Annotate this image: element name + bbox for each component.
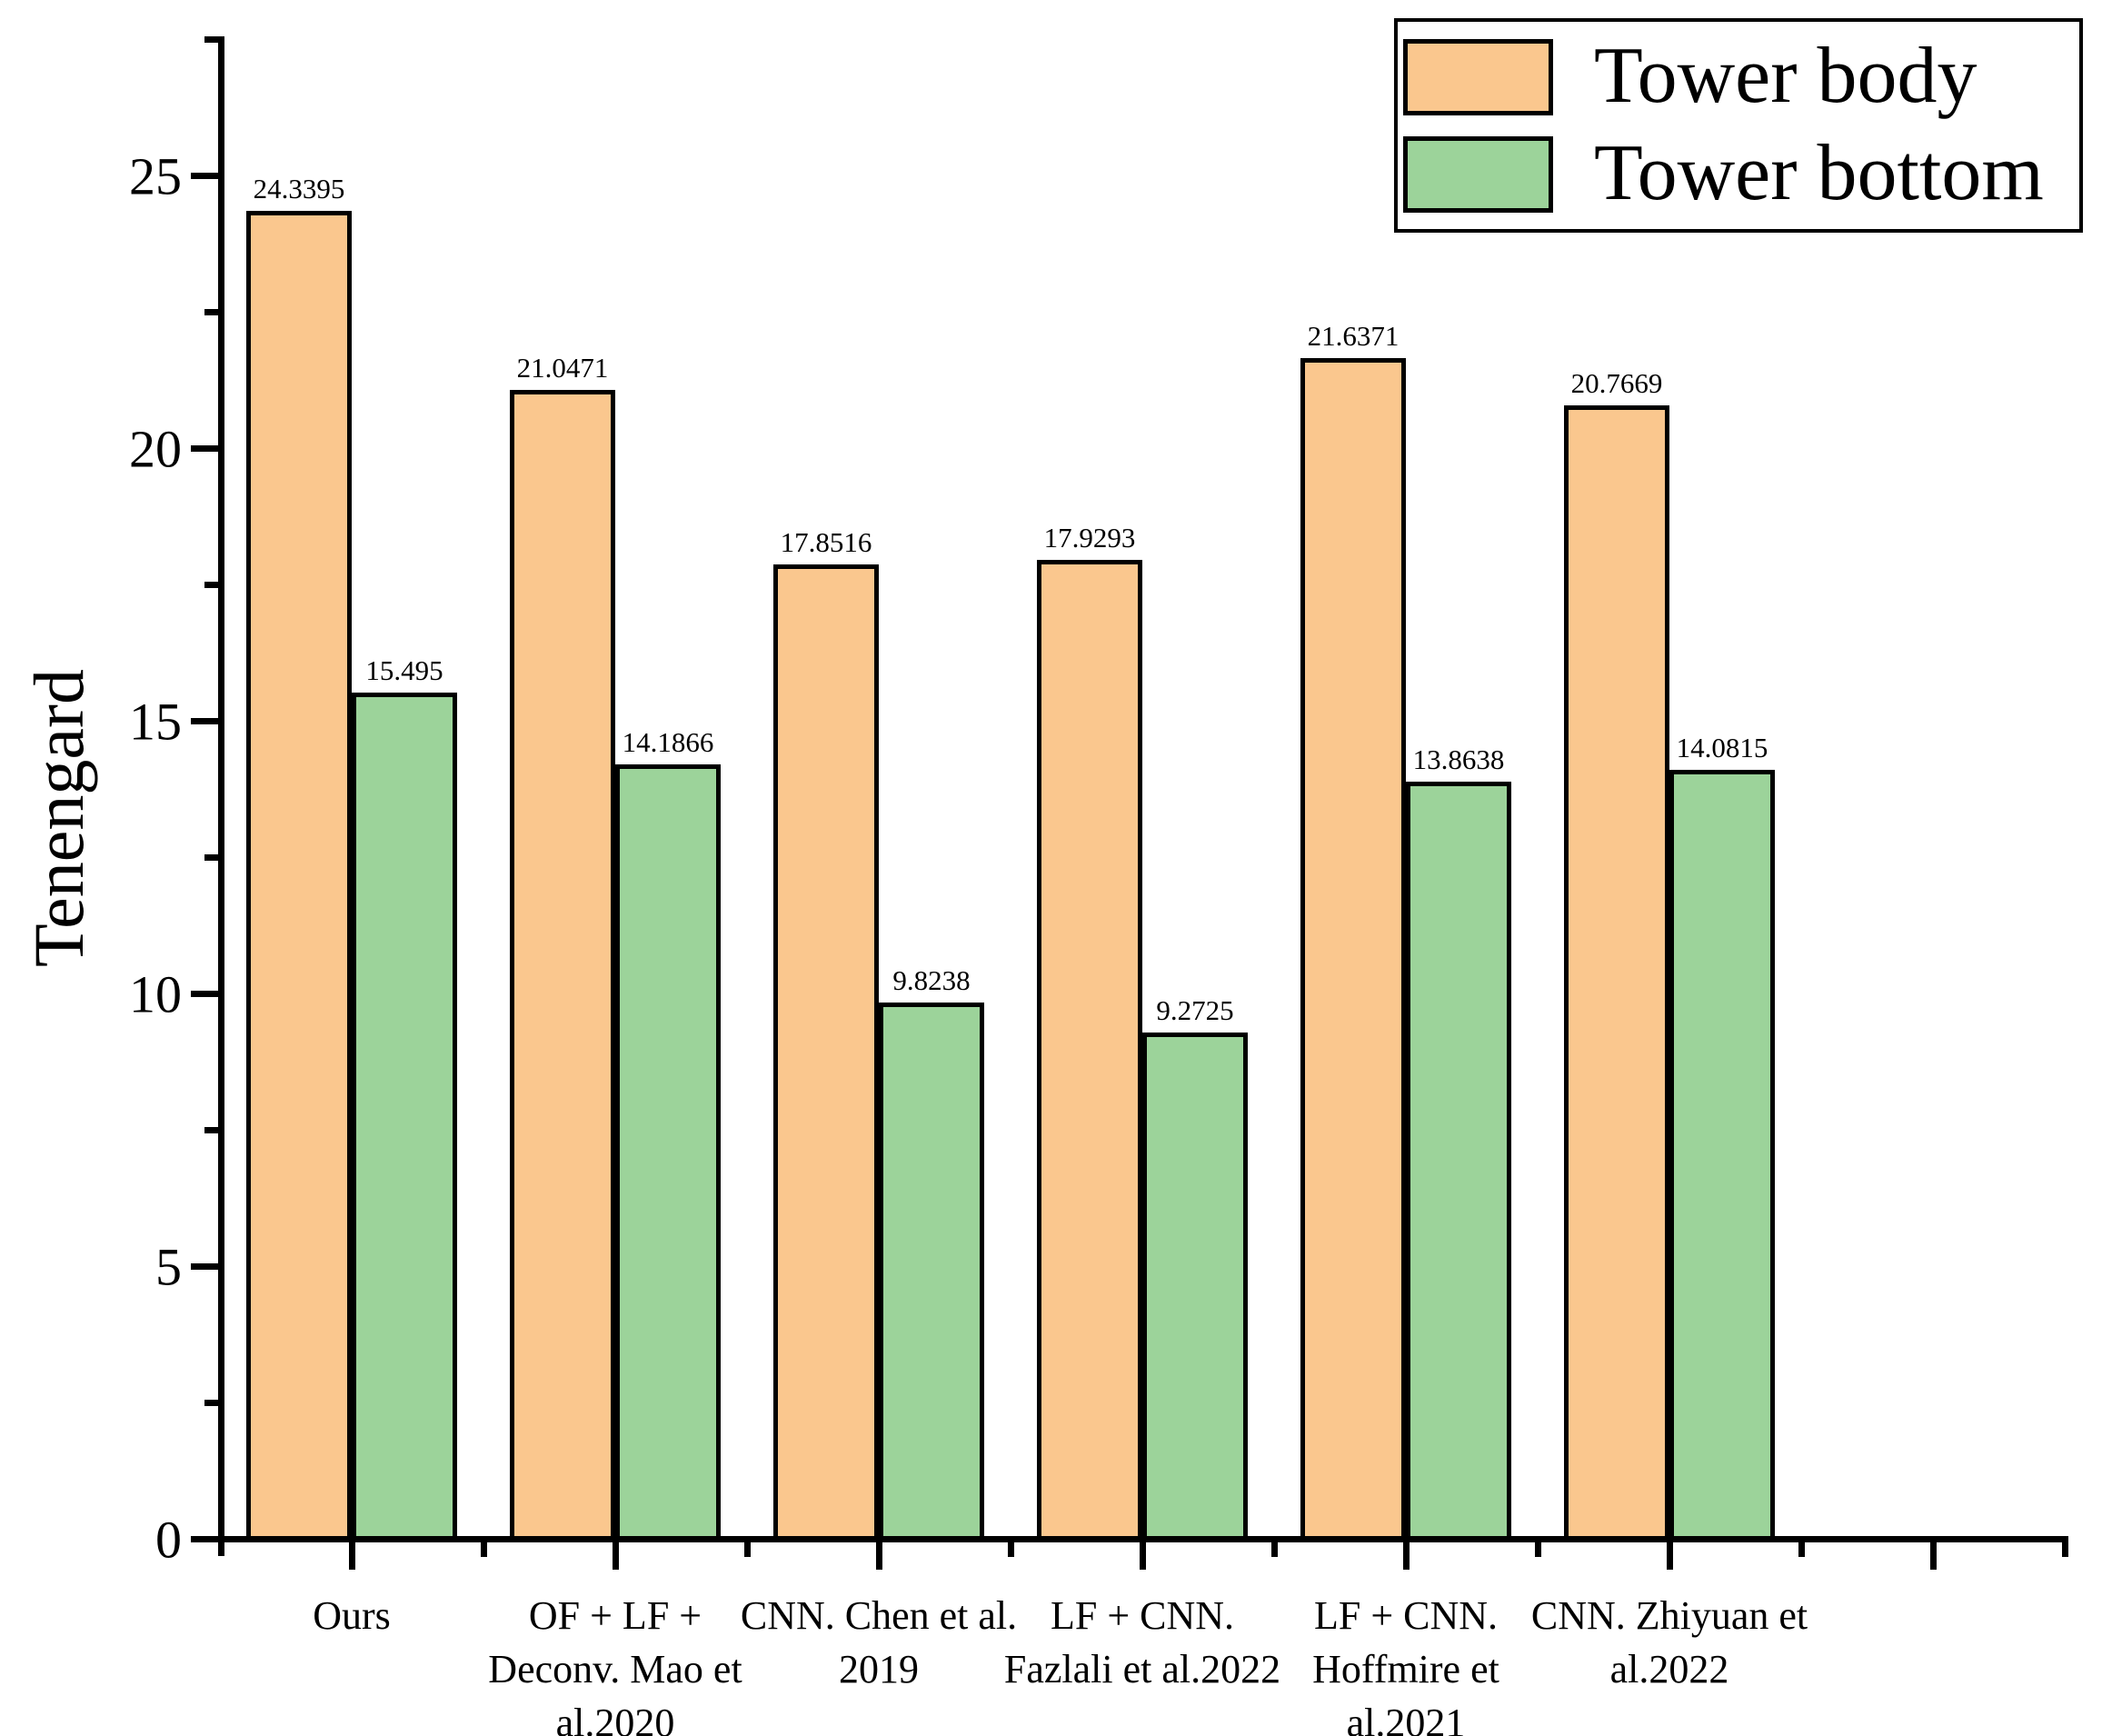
bar-tower-bottom: [1406, 782, 1511, 1541]
x-category-label-line: Deconv. Mao et: [488, 1647, 742, 1691]
bar-tower-bottom: [1669, 770, 1775, 1541]
x-major-tick: [1929, 1542, 1937, 1570]
bar-tower-body: [773, 564, 879, 1541]
y-major-tick: [191, 718, 218, 724]
x-category-label-line: al.2020: [555, 1701, 675, 1736]
x-category-label-line: CNN. Chen et al.: [740, 1593, 1018, 1638]
bar-value-label: 24.3395: [253, 172, 345, 205]
y-tick-label: 20: [129, 419, 182, 478]
x-minor-tick: [1270, 1542, 1278, 1557]
bar-value-label: 17.9293: [1043, 522, 1136, 554]
x-major-tick: [612, 1542, 619, 1570]
x-category-label: LF + CNN. Fazlali et al.2022: [979, 1589, 1306, 1696]
x-minor-tick: [1798, 1542, 1805, 1557]
y-major-tick: [191, 445, 218, 452]
bar-tower-bottom: [352, 693, 457, 1541]
y-tick-label: 5: [155, 1237, 182, 1296]
x-category-label-line: 2019: [839, 1647, 919, 1691]
y-tick-label: 25: [129, 146, 182, 205]
x-major-tick: [875, 1542, 882, 1570]
y-tick-label: 10: [129, 964, 182, 1023]
bar-tower-body: [1300, 357, 1406, 1541]
bar-value-label: 14.1866: [622, 725, 714, 758]
y-axis-line: [218, 36, 224, 1556]
bar-value-label: 15.495: [365, 654, 443, 687]
bar-value-label: 20.7669: [1570, 366, 1663, 399]
bar-tower-body: [1564, 404, 1669, 1541]
y-minor-tick: [204, 582, 218, 588]
x-category-label-line: Fazlali et al.2022: [1003, 1647, 1281, 1691]
y-major-tick: [191, 173, 218, 179]
x-major-tick: [1666, 1542, 1673, 1570]
y-minor-tick: [204, 309, 218, 315]
bar-tower-body: [1037, 560, 1142, 1541]
legend: Tower body Tower bottom: [1394, 18, 2083, 233]
y-minor-tick: [204, 1127, 218, 1133]
legend-label-tower-bottom: Tower bottom: [1594, 129, 2044, 217]
bar-value-label: 21.6371: [1307, 319, 1400, 352]
bar-value-label: 13.8638: [1412, 743, 1505, 776]
y-minor-tick: [204, 1400, 218, 1406]
x-minor-tick: [1534, 1542, 1541, 1557]
x-category-label-line: Hoffmire et: [1312, 1647, 1499, 1691]
bar-tower-bottom: [615, 763, 721, 1541]
bar-tower-body: [246, 210, 352, 1541]
x-major-tick: [1402, 1542, 1410, 1570]
y-tick-label: 15: [129, 692, 182, 751]
x-category-label-line: Ours: [313, 1593, 391, 1638]
y-major-tick: [191, 1263, 218, 1270]
bar-value-label: 17.8516: [780, 525, 872, 558]
bar-value-label: 9.8238: [892, 963, 971, 996]
legend-label-tower-body: Tower body: [1594, 32, 1977, 120]
x-major-tick: [348, 1542, 355, 1570]
x-category-label-line: CNN. Zhiyuan et: [1530, 1593, 1808, 1638]
legend-swatch-tower-body: [1403, 39, 1553, 115]
x-minor-tick: [1007, 1542, 1014, 1557]
bar-value-label: 14.0815: [1676, 732, 1768, 764]
y-major-tick: [191, 1536, 218, 1542]
y-major-tick: [191, 991, 218, 997]
x-category-label: Ours: [188, 1589, 515, 1642]
x-minor-tick: [480, 1542, 487, 1557]
bar-tower-body: [510, 390, 615, 1541]
x-major-tick: [1139, 1542, 1146, 1570]
bar-tower-bottom: [879, 1002, 984, 1541]
x-category-label-line: LF + CNN.: [1050, 1593, 1235, 1638]
bar-value-label: 9.2725: [1156, 993, 1234, 1026]
bar-tower-bottom: [1142, 1032, 1248, 1541]
y-minor-tick: [204, 36, 218, 43]
x-category-label: CNN. Chen et al. 2019: [715, 1589, 1042, 1696]
y-minor-tick: [204, 854, 218, 861]
x-category-label: OF + LF + Deconv. Mao et al.2020: [452, 1589, 779, 1736]
bar-value-label: 21.0471: [516, 352, 609, 384]
y-tick-label: 0: [155, 1510, 182, 1569]
legend-swatch-tower-bottom: [1403, 136, 1553, 213]
x-category-label-line: al.2021: [1346, 1701, 1466, 1736]
x-minor-tick: [743, 1542, 751, 1557]
x-minor-tick: [2061, 1542, 2068, 1557]
x-category-label: LF + CNN. Hoffmire et al.2021: [1242, 1589, 1569, 1736]
x-category-label: CNN. Zhiyuan et al.2022: [1506, 1589, 1833, 1696]
x-category-label-line: al.2022: [1609, 1647, 1729, 1691]
x-category-label-line: OF + LF +: [528, 1593, 702, 1638]
x-category-label-line: LF + CNN.: [1313, 1593, 1499, 1638]
